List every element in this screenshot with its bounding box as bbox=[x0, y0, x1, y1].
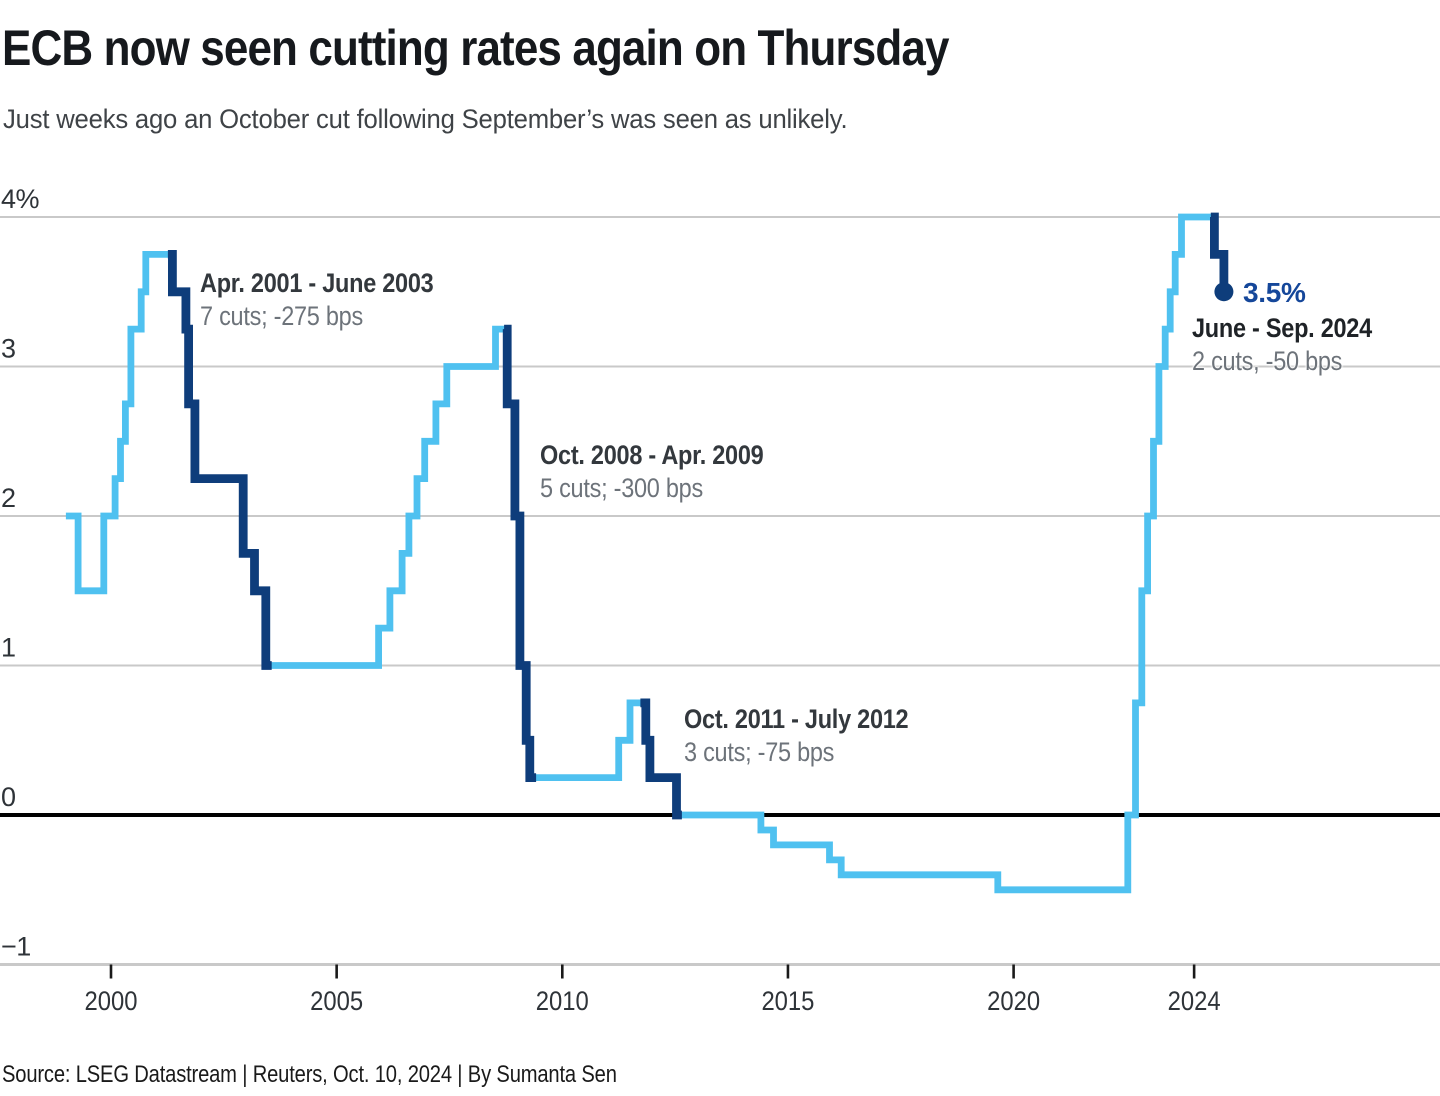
page-title: ECB now seen cutting rates again on Thur… bbox=[2, 20, 1078, 76]
annotation-cuts-2001-2003: Apr. 2001 - June 2003 7 cuts; -275 bps bbox=[200, 267, 468, 333]
annotation-detail-text: 3 cuts; -75 bps bbox=[684, 737, 835, 767]
annotation-period-text: Oct. 2008 - Apr. 2009 bbox=[540, 440, 764, 470]
page-subtitle: Just weeks ago an October cut following … bbox=[3, 101, 892, 137]
annotation-period-label: June - Sep. 2024 bbox=[1192, 312, 1399, 345]
y-axis-label-4%: 4% bbox=[1, 184, 40, 214]
y-axis-label-3: 3 bbox=[1, 334, 16, 364]
annotation-period-label: Oct. 2008 - Apr. 2009 bbox=[540, 439, 797, 472]
annotation-period-text: June - Sep. 2024 bbox=[1192, 313, 1372, 343]
x-tick-label-2024: 2024 bbox=[1168, 986, 1221, 1016]
y-axis-label-−1: −1 bbox=[1, 932, 31, 962]
annotation-detail-label: 5 cuts; -300 bps bbox=[540, 472, 797, 505]
annotation-cuts-2024: June - Sep. 2024 2 cuts, -50 bps bbox=[1192, 312, 1399, 378]
annotation-detail-label: 7 cuts; -275 bps bbox=[200, 300, 468, 333]
annotation-detail-text: 7 cuts; -275 bps bbox=[200, 301, 363, 331]
annotation-cuts-2008-2009: Oct. 2008 - Apr. 2009 5 cuts; -300 bps bbox=[540, 439, 797, 505]
endpoint-dot bbox=[1214, 282, 1234, 302]
x-tick-label-2005: 2005 bbox=[310, 986, 363, 1016]
rate-line-cut-2 bbox=[640, 698, 682, 820]
annotation-detail-label: 3 cuts; -75 bps bbox=[684, 736, 942, 769]
annotation-cuts-2011-2012: Oct. 2011 - July 2012 3 cuts; -75 bps bbox=[684, 703, 942, 769]
annotation-period-label: Apr. 2001 - June 2003 bbox=[200, 267, 468, 300]
y-axis-label-1: 1 bbox=[1, 633, 16, 663]
page-title-text: ECB now seen cutting rates again on Thur… bbox=[2, 20, 949, 76]
endpoint-value-label: 3.5% bbox=[1243, 277, 1306, 308]
annotation-detail-label: 2 cuts, -50 bps bbox=[1192, 345, 1399, 378]
annotation-period-label: Oct. 2011 - July 2012 bbox=[684, 703, 942, 736]
x-tick-label-2020: 2020 bbox=[987, 986, 1040, 1016]
source-line: Source: LSEG Datastream | Reuters, Oct. … bbox=[2, 1058, 734, 1092]
x-tick-label-2015: 2015 bbox=[761, 986, 814, 1016]
source-text: Source: LSEG Datastream | Reuters, Oct. … bbox=[2, 1061, 617, 1088]
annotation-period-text: Apr. 2001 - June 2003 bbox=[200, 268, 434, 298]
annotation-detail-text: 2 cuts, -50 bps bbox=[1192, 346, 1343, 376]
x-tick-label-2010: 2010 bbox=[536, 986, 589, 1016]
y-axis-label-2: 2 bbox=[1, 483, 16, 513]
y-axis-label-0: 0 bbox=[1, 782, 16, 812]
annotation-period-text: Oct. 2011 - July 2012 bbox=[684, 704, 909, 734]
rate-line-cut-0 bbox=[167, 250, 272, 670]
page-subtitle-text: Just weeks ago an October cut following … bbox=[3, 104, 848, 134]
annotation-detail-text: 5 cuts; -300 bps bbox=[540, 473, 703, 503]
rate-line-cut-3 bbox=[1210, 212, 1229, 292]
rate-line-cut-1 bbox=[502, 324, 537, 782]
x-tick-label-2000: 2000 bbox=[85, 986, 138, 1016]
